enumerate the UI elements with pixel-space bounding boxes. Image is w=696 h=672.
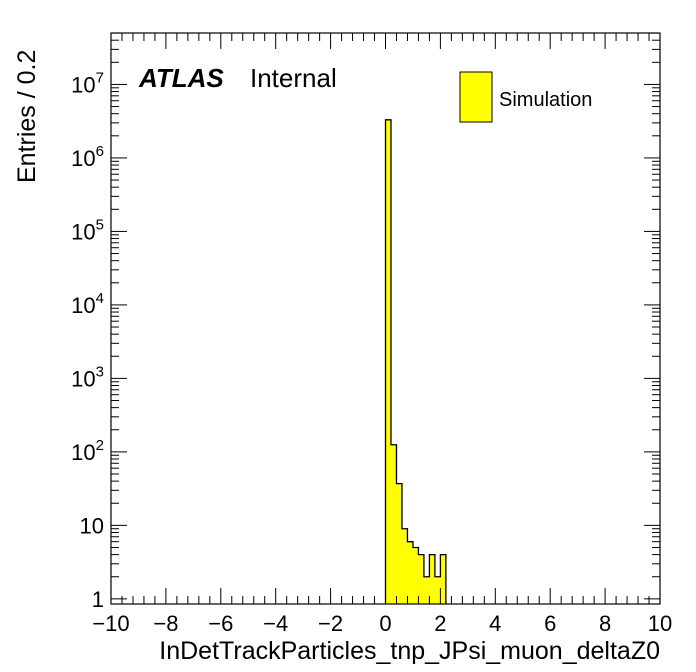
x-axis-ticks [110, 33, 661, 604]
x-tick-label: −4 [263, 611, 288, 636]
internal-label: Internal [250, 63, 337, 93]
x-tick-label: −10 [92, 611, 129, 636]
x-axis-title: InDetTrackParticles_tnp_JPsi_muon_deltaZ… [159, 637, 660, 665]
histogram-bar [396, 483, 402, 604]
y-axis-tick-labels: 1 10 102 103 104 105 106 107 [71, 69, 104, 611]
y-axis-ticks [111, 32, 660, 600]
x-tick-label: −6 [208, 611, 233, 636]
y-tick-label: 106 [71, 143, 104, 171]
x-tick-label: 10 [648, 611, 672, 636]
y-tick-label: 107 [71, 69, 104, 97]
x-tick-label: 2 [434, 611, 446, 636]
y-tick-label: 103 [71, 363, 104, 391]
y-tick-label: 1 [92, 587, 104, 612]
histogram-bar [385, 119, 391, 605]
x-tick-label: −8 [153, 611, 178, 636]
histogram-bar [434, 576, 441, 604]
y-tick-label: 102 [71, 437, 104, 465]
legend-entry-simulation: Simulation [499, 89, 592, 111]
histogram-bar [412, 547, 419, 604]
x-tick-label: 4 [489, 611, 501, 636]
x-tick-label: 0 [379, 611, 391, 636]
y-tick-label: 104 [71, 290, 104, 318]
histogram-bars [384, 119, 447, 605]
histogram-bar [390, 444, 397, 604]
y-tick-label: 105 [71, 216, 104, 244]
histogram-bar [429, 554, 435, 604]
x-tick-label: 8 [599, 611, 611, 636]
histogram-bar [401, 528, 408, 604]
histogram-bar [440, 554, 446, 604]
x-axis-tick-labels: −10 −8 −6 −4 −2 0 2 4 6 8 10 [92, 611, 672, 636]
histogram-bar [407, 541, 413, 604]
legend-swatch [459, 71, 493, 123]
y-axis-title: Entries / 0.2 [13, 50, 41, 183]
y-tick-label: 10 [80, 513, 104, 538]
histogram-outline [384, 119, 447, 604]
x-tick-label: 6 [544, 611, 556, 636]
histogram-bar [418, 554, 424, 604]
atlas-label: ATLAS [138, 63, 224, 93]
histogram-bar [423, 576, 430, 604]
x-tick-label: −2 [318, 611, 343, 636]
